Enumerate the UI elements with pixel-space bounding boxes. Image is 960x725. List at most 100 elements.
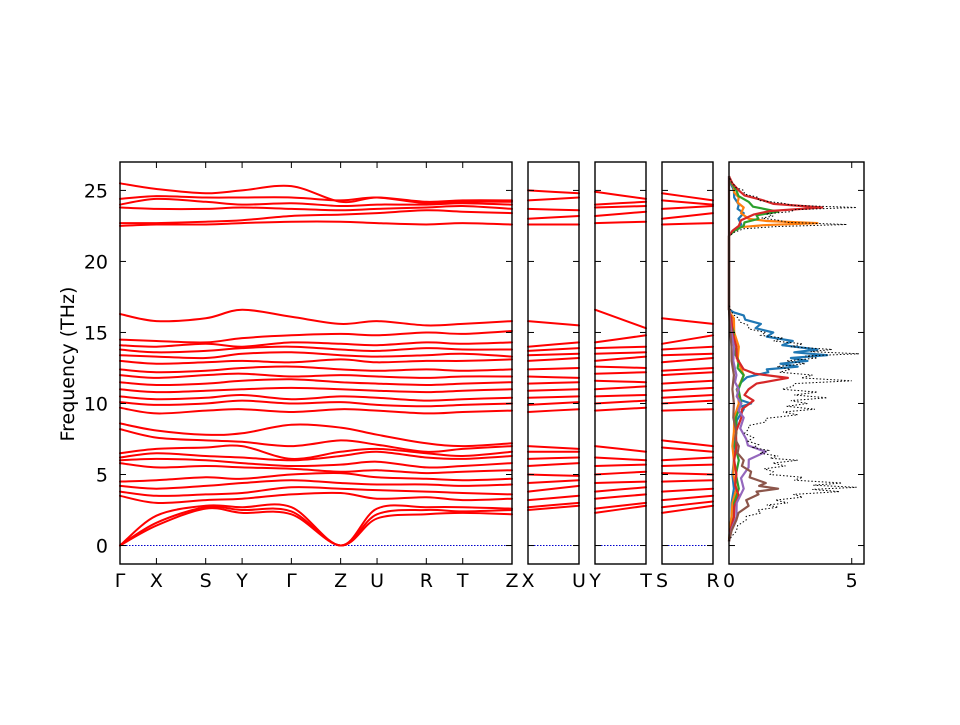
phonon-band-line — [594, 501, 647, 510]
phonon-band-line — [119, 372, 513, 379]
kpoint-label: T — [456, 570, 469, 592]
phonon-band-line — [661, 212, 714, 220]
phonon-band-line — [119, 486, 513, 497]
phonon-band-line — [661, 205, 714, 210]
chart-frames-layer — [119, 161, 865, 565]
phonon-band-line — [527, 207, 580, 212]
phonon-band-line — [119, 393, 513, 402]
phonon-band-line — [527, 484, 580, 493]
phonon-band-line — [527, 445, 580, 450]
phonon-band-line — [527, 501, 580, 509]
projected-dos-curve — [727, 175, 824, 542]
dos-x-tick-label: 5 — [846, 570, 858, 592]
phonon-band-line — [661, 408, 714, 412]
phonon-band-line — [119, 365, 513, 374]
phonon-band-line — [594, 385, 647, 391]
phonon-band-line — [119, 345, 513, 354]
phonon-band-line — [527, 504, 580, 511]
phonon-band-line — [594, 205, 647, 209]
phonon-band-line — [119, 444, 513, 460]
y-tick-label: 10 — [84, 393, 108, 415]
phonon-band-line — [119, 330, 513, 344]
kpoint-label: Γ — [115, 570, 126, 592]
phonon-band-line — [119, 308, 513, 327]
phonon-band-line — [594, 220, 647, 225]
phonon-band-line — [527, 352, 580, 357]
kpoint-label: R — [706, 570, 719, 592]
phonon-band-line — [661, 472, 714, 476]
phonon-band-line — [527, 196, 580, 202]
phonon-band-line — [594, 480, 647, 484]
phonon-band-line — [119, 406, 513, 415]
phonon-band-line — [119, 505, 513, 547]
phonon-band-line — [527, 381, 580, 385]
phonon-band-line — [119, 182, 513, 204]
phonon-band-line — [661, 367, 714, 372]
phonon-band-line — [594, 308, 647, 330]
phonon-band-line — [527, 456, 580, 460]
phonon-band-line — [527, 341, 580, 348]
band-panel-frame — [527, 161, 580, 565]
band-panel-frame — [661, 161, 714, 565]
y-tick-label: 20 — [84, 251, 108, 273]
phonon-band-line — [527, 215, 580, 220]
kpoint-label: Y — [588, 570, 601, 592]
dos-x-tick-label: 0 — [723, 570, 735, 592]
phonon-band-line — [527, 494, 580, 502]
kpoint-label: S — [656, 570, 668, 592]
phonon-band-line — [661, 357, 714, 364]
phonon-band-line — [661, 487, 714, 493]
phonon-band-line — [661, 463, 714, 467]
band-panel-frame — [594, 161, 647, 565]
phonon-band-line — [527, 479, 580, 484]
phonon-band-line — [661, 394, 714, 399]
kpoint-label: U — [370, 570, 384, 592]
band-panel-frame — [119, 161, 513, 565]
phonon-band-line — [527, 357, 580, 362]
phonon-band-line — [594, 456, 647, 462]
phonon-band-line — [661, 352, 714, 357]
phonon-band-line — [119, 450, 513, 462]
phonon-band-line — [119, 341, 513, 348]
y-axis-label: Frequency (THz) — [57, 287, 79, 442]
phonon-band-line — [119, 209, 513, 225]
y-tick-label: 15 — [84, 322, 108, 344]
phonon-band-line — [527, 320, 580, 327]
kpoint-label: U — [572, 570, 586, 592]
phonon-band-line — [119, 351, 513, 360]
kpoint-label: Y — [235, 570, 248, 592]
phonon-band-line — [661, 399, 714, 405]
phonon-band-line — [119, 471, 513, 483]
projected-dos-curve — [727, 176, 780, 542]
phonon-band-line — [594, 463, 647, 467]
phonon-band-line — [594, 406, 647, 412]
phonon-band-line — [119, 204, 513, 212]
phonon-band-line — [527, 462, 580, 467]
phonon-band-line — [661, 504, 714, 514]
phonon-band-line — [594, 365, 647, 369]
phonon-band-line — [119, 399, 513, 408]
phonon-band-line — [594, 210, 647, 217]
phonon-band-line — [661, 500, 714, 509]
phonon-band-line — [594, 379, 647, 384]
phonon-band-line — [527, 388, 580, 392]
phonon-band-line — [661, 199, 714, 206]
phonon-band-line — [119, 220, 513, 227]
phonon-band-line — [594, 504, 647, 514]
phonon-band-line — [661, 439, 714, 448]
phonon-band-line — [661, 371, 714, 377]
phonon-band-line — [661, 222, 714, 226]
kpoint-label: R — [420, 570, 433, 592]
phonon-band-line — [527, 473, 580, 477]
phonon-band-line — [661, 192, 714, 202]
phonon-band-line — [661, 494, 714, 502]
phonon-band-line — [527, 395, 580, 399]
phonon-band-line — [594, 486, 647, 493]
kpoint-label: Z — [334, 570, 347, 592]
kpoint-label: T — [639, 570, 652, 592]
phonon-band-line — [594, 470, 647, 476]
phonon-band-line — [594, 334, 647, 344]
phonon-band-line — [661, 345, 714, 351]
